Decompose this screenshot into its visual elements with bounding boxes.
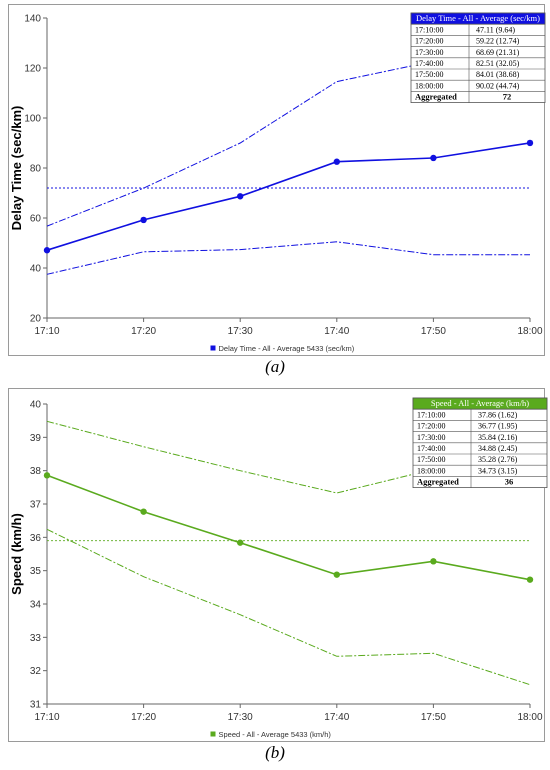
table-value-cell: 34.88 (2.45) (478, 444, 518, 453)
x-tick-label: 17:30 (228, 712, 253, 723)
lower-band-line (46, 241, 531, 275)
data-point (140, 508, 147, 515)
data-point (237, 539, 244, 546)
x-tick-label: 17:40 (324, 326, 349, 337)
y-tick-label: 37 (30, 500, 42, 511)
y-tick-label: 38 (30, 466, 42, 477)
x-tick-label: 18:00 (517, 712, 542, 723)
y-tick-label: 80 (30, 164, 42, 175)
x-tick-label: 17:50 (421, 712, 446, 723)
delay-time-chart: 20 40 60 80 100 120 140 17:10 17:20 17:30 17:40 17:… (9, 12, 546, 353)
table-value-cell: 36.77 (1.95) (478, 422, 518, 431)
data-point (526, 139, 534, 147)
y-axis-label: Speed (km/h) (9, 513, 24, 595)
x-tick-label: 17:30 (228, 326, 253, 337)
table-value-cell: 90.02 (44.74) (476, 81, 520, 90)
table-aggregated-label: Aggregated (415, 92, 457, 102)
y-tick-label: 32 (30, 666, 42, 677)
data-point (140, 216, 147, 224)
table-time-cell: 18:00:00 (415, 81, 443, 90)
speed-chart: 31 32 33 34 35 36 37 38 39 40 17:10 17:20 17:30 17:40… (9, 397, 548, 739)
data-point (43, 472, 51, 479)
table-time-cell: 17:30:00 (415, 48, 443, 57)
x-tick-label: 17:50 (421, 326, 446, 337)
table-value-cell: 82.51 (32.05) (476, 59, 520, 68)
data-point (333, 158, 340, 165)
table-value-cell: 68.69 (21.31) (476, 48, 520, 57)
summary-table-title: Speed - All - Average (km/h) (431, 398, 529, 408)
y-tick-label: 40 (30, 264, 42, 275)
table-time-cell: 17:50:00 (415, 70, 443, 79)
x-tick-label: 18:00 (517, 326, 542, 337)
caption-b: (b) (265, 743, 285, 762)
legend-swatch (210, 345, 216, 351)
x-tick-label: 17:20 (131, 326, 156, 337)
x-tick-label: 17:10 (34, 326, 59, 337)
average-series-line (46, 474, 531, 581)
data-point (526, 576, 534, 583)
table-value-cell: 47.11 (9.64) (476, 25, 515, 34)
y-tick-label: 140 (24, 14, 41, 25)
x-tick-label: 17:20 (131, 712, 156, 723)
table-aggregated-value: 72 (503, 92, 512, 102)
table-value-cell: 37.86 (1.62) (478, 410, 518, 419)
y-axis-label: Delay Time (sec/km) (9, 106, 24, 231)
caption-a: (a) (265, 357, 285, 376)
table-time-cell: 17:20:00 (417, 422, 445, 431)
y-tick-label: 60 (30, 214, 42, 225)
y-tick-label: 20 (30, 314, 42, 325)
delay-time-chart-panel: 20 40 60 80 100 120 140 17:10 17:20 17:30 17:40 17:… (8, 4, 546, 356)
y-tick-label: 39 (30, 433, 42, 444)
data-point (430, 154, 437, 162)
data-point (237, 193, 244, 200)
y-tick-label: 36 (30, 533, 42, 544)
y-tick-label: 31 (30, 700, 42, 711)
data-point (430, 558, 437, 565)
table-time-cell: 17:10:00 (415, 25, 443, 34)
table-aggregated-label: Aggregated (417, 477, 459, 487)
upper-band-line (46, 420, 531, 494)
legend-label: Speed - All - Average 5433 (km/h) (219, 730, 332, 739)
table-time-cell: 17:10:00 (417, 410, 445, 419)
y-tick-label: 35 (30, 566, 42, 577)
summary-table-title: Delay Time - All - Average (sec/km) (416, 13, 540, 23)
legend-label: Delay Time - All - Average 5433 (sec/km) (219, 344, 355, 353)
table-value-cell: 59.22 (12.74) (476, 37, 520, 46)
table-aggregated-value: 36 (505, 477, 514, 487)
table-value-cell: 35.28 (2.76) (478, 455, 518, 464)
y-tick-label: 34 (30, 600, 42, 611)
table-time-cell: 17:40:00 (417, 444, 445, 453)
data-point (43, 247, 51, 254)
table-value-cell: 34.73 (3.15) (478, 466, 518, 475)
table-value-cell: 84.01 (38.68) (476, 70, 520, 79)
table-time-cell: 18:00:00 (417, 466, 445, 475)
x-tick-label: 17:40 (324, 712, 349, 723)
lower-band-line (46, 528, 531, 686)
table-time-cell: 17:30:00 (417, 433, 445, 442)
table-time-cell: 17:20:00 (415, 37, 443, 46)
y-tick-label: 33 (30, 633, 42, 644)
legend-swatch (210, 731, 216, 737)
y-tick-label: 120 (24, 64, 41, 75)
x-tick-label: 17:10 (34, 712, 59, 723)
y-tick-label: 40 (30, 400, 42, 411)
data-point (333, 571, 340, 578)
y-tick-label: 100 (24, 114, 41, 125)
average-series-line (46, 142, 531, 251)
table-time-cell: 17:40:00 (415, 59, 443, 68)
speed-chart-panel: 31 32 33 34 35 36 37 38 39 40 17:10 17:20 17:30 17:40… (8, 388, 548, 742)
table-time-cell: 17:50:00 (417, 455, 445, 464)
table-value-cell: 35.84 (2.16) (478, 433, 518, 442)
